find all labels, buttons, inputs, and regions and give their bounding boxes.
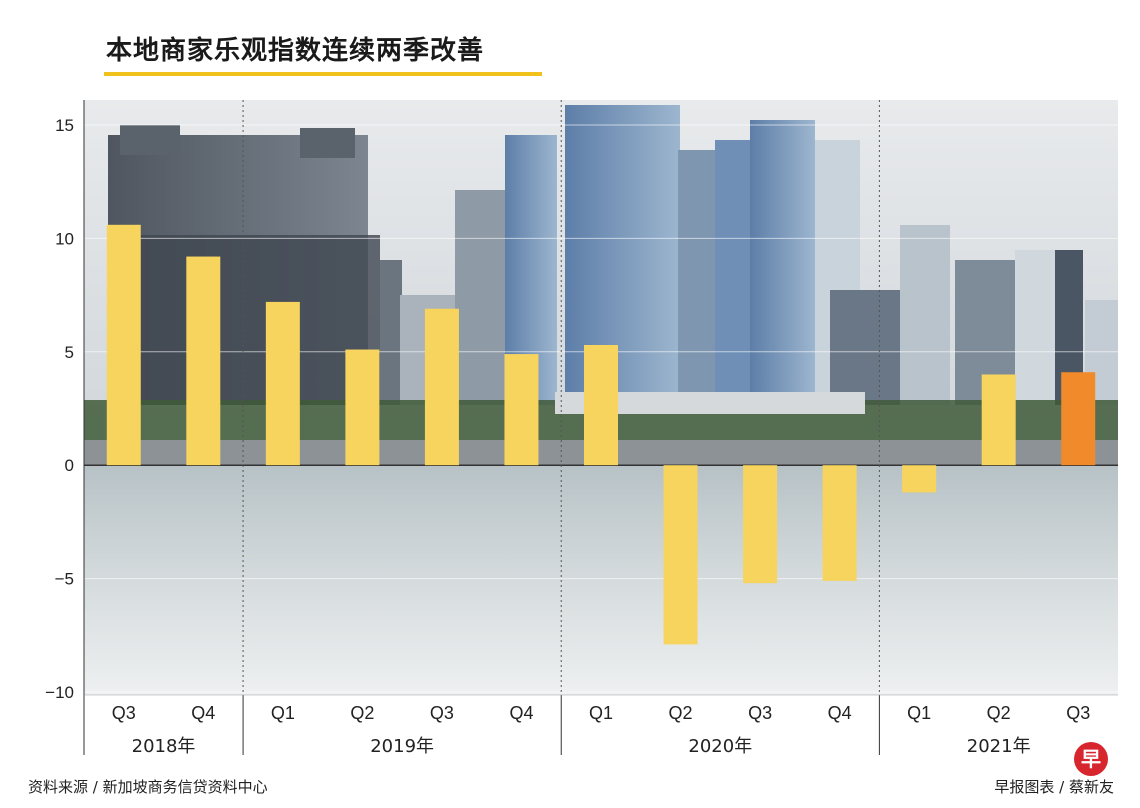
bar-7 <box>663 465 698 645</box>
x-tick-label: Q2 <box>350 703 374 723</box>
title-underline <box>104 72 542 76</box>
bar-4 <box>424 308 459 466</box>
city-skyline-background <box>84 100 1118 695</box>
x-tick-label: Q2 <box>669 703 693 723</box>
bar-11 <box>981 374 1016 466</box>
bar-6 <box>584 344 618 466</box>
bar-5 <box>504 354 539 466</box>
credit-note: 早报图表 / 蔡新友 <box>994 778 1114 796</box>
bar-3 <box>345 349 380 466</box>
year-dividers <box>84 100 1118 755</box>
x-tick-label: Q3 <box>1066 703 1090 723</box>
x-tick-label: Q4 <box>509 703 533 723</box>
source-note: 资料来源 / 新加坡商务信贷资料中心 <box>28 778 268 796</box>
bar-series <box>106 224 1096 645</box>
x-tick-label: Q3 <box>112 703 136 723</box>
x-tick-label: Q1 <box>589 703 613 723</box>
year-label: 2019年 <box>370 736 434 757</box>
y-tick-label: −5 <box>55 570 74 589</box>
bar-10 <box>902 465 937 493</box>
bar-2 <box>265 301 300 466</box>
y-axis-ticks: 15 10 5 0 −5 −10 <box>45 116 74 702</box>
y-tick-label: −10 <box>45 683 74 702</box>
x-tick-label: Q3 <box>748 703 772 723</box>
bar-12 <box>1061 372 1096 466</box>
y-tick-label: 5 <box>65 343 74 362</box>
bar-1 <box>186 256 221 466</box>
year-label: 2020年 <box>688 736 752 757</box>
x-axis-labels: Q3 Q4 Q1 Q2 Q3 Q4 Q1 Q2 Q3 Q4 Q1 Q2 Q3 <box>112 703 1090 723</box>
year-label: 2021年 <box>967 736 1031 757</box>
x-tick-label: Q3 <box>430 703 454 723</box>
x-tick-label: Q4 <box>191 703 215 723</box>
x-tick-label: Q1 <box>907 703 931 723</box>
y-tick-label: 15 <box>55 116 74 135</box>
zaobao-logo: 早 <box>1074 742 1108 776</box>
x-tick-label: Q4 <box>828 703 852 723</box>
chart-title: 本地商家乐观指数连续两季改善 <box>106 36 485 66</box>
x-tick-label: Q2 <box>987 703 1011 723</box>
y-tick-label: 0 <box>65 456 74 475</box>
year-label: 2018年 <box>132 736 196 757</box>
x-tick-label: Q1 <box>271 703 295 723</box>
year-labels: 2018年 2019年 2020年 2021年 <box>132 736 1031 757</box>
y-tick-label: 10 <box>55 229 74 248</box>
bar-0 <box>106 224 141 466</box>
bar-8 <box>743 465 778 584</box>
bar-9 <box>822 465 857 581</box>
